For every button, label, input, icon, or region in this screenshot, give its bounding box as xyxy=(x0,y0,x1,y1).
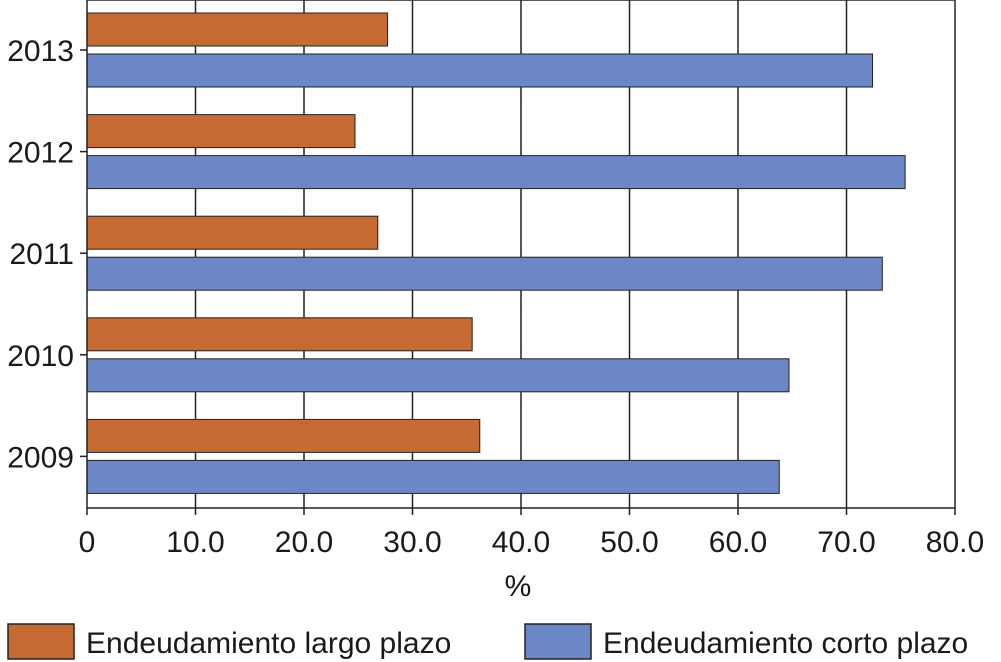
y-axis-categories: 2013 2012 2011 2010 2009 xyxy=(7,35,87,474)
y-category-label: 2010 xyxy=(7,340,74,373)
bar-largo-2009 xyxy=(86,418,481,453)
legend-swatch xyxy=(7,623,75,660)
legend-label: Endeudamiento largo plazo xyxy=(86,627,451,660)
bar-largo-2010 xyxy=(86,317,473,352)
bar-largo-2012 xyxy=(86,114,356,149)
x-axis-ticks: 0 10.0 20.0 30.0 40.0 50.0 60.0 70.0 80.0 xyxy=(79,508,984,559)
bar-largo-2011 xyxy=(86,215,379,250)
x-tick-label: 80.0 xyxy=(926,526,984,559)
x-tick-label: 10.0 xyxy=(166,526,224,559)
y-category-label: 2012 xyxy=(7,137,74,170)
x-tick-label: 60.0 xyxy=(709,526,767,559)
bar-corto-2013 xyxy=(86,53,874,88)
x-tick-label: 70.0 xyxy=(817,526,875,559)
bars xyxy=(86,12,906,494)
bar-corto-2011 xyxy=(86,256,883,291)
legend: Endeudamiento largo plazo Endeudamiento c… xyxy=(7,623,968,660)
x-tick-label: 20.0 xyxy=(275,526,333,559)
legend-label: Endeudamiento corto plazo xyxy=(603,627,968,660)
x-tick-label: 40.0 xyxy=(492,526,550,559)
y-category-label: 2013 xyxy=(7,35,74,68)
bar-corto-2009 xyxy=(86,459,780,494)
bar-corto-2010 xyxy=(86,358,790,393)
x-axis-title: % xyxy=(505,570,532,603)
legend-swatch xyxy=(524,623,592,660)
bar-largo-2013 xyxy=(86,12,389,47)
x-tick-label: 30.0 xyxy=(383,526,441,559)
x-tick-label: 0 xyxy=(79,526,96,559)
y-category-label: 2011 xyxy=(9,238,74,271)
bar-corto-2012 xyxy=(86,155,906,190)
x-tick-label: 50.0 xyxy=(600,526,658,559)
y-category-label: 2009 xyxy=(7,441,74,474)
